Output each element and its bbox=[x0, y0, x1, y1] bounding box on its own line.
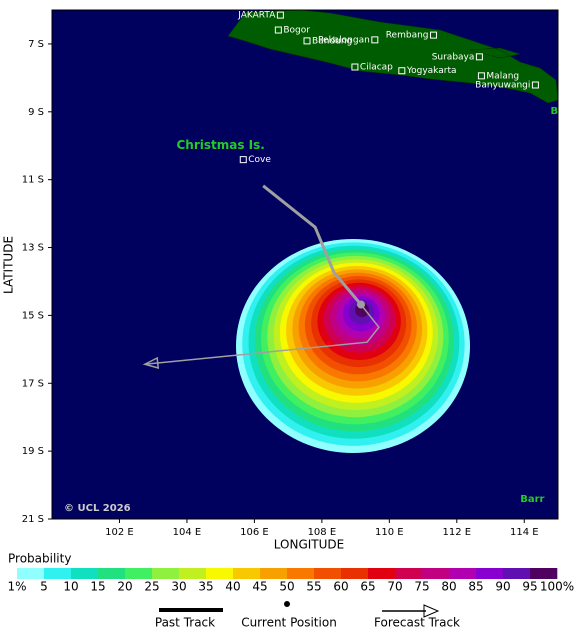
java bbox=[227, 10, 558, 104]
place-marker bbox=[239, 156, 247, 164]
y-tick-label: 19 S bbox=[22, 446, 44, 457]
past-track-label: Past Track bbox=[155, 616, 215, 630]
place-label: Surabaya bbox=[432, 52, 475, 62]
legend-swatch bbox=[125, 568, 153, 579]
legend-swatch bbox=[341, 568, 369, 579]
legend-label: 70 bbox=[387, 580, 402, 594]
legend-label: 1% bbox=[7, 580, 26, 594]
y-axis-label: LATITUDE bbox=[2, 236, 16, 294]
place-label: JAKARTA bbox=[237, 11, 276, 21]
x-tick-label: 112 E bbox=[443, 527, 472, 538]
place-label: Cilacap bbox=[360, 63, 393, 73]
place-label: Pekalongan bbox=[318, 35, 370, 45]
past-track bbox=[262, 184, 363, 306]
place-marker bbox=[274, 26, 282, 34]
place-marker bbox=[430, 31, 438, 39]
legend-swatch bbox=[476, 568, 504, 579]
legend-label: 65 bbox=[360, 580, 375, 594]
current-position-key bbox=[284, 601, 290, 607]
place-marker bbox=[276, 11, 284, 19]
forecast-arrowhead bbox=[142, 356, 160, 369]
legend-label: 75 bbox=[414, 580, 429, 594]
place-marker bbox=[475, 53, 483, 61]
place-marker bbox=[398, 67, 406, 75]
legend-label: 50 bbox=[279, 580, 294, 594]
region-label: Barr bbox=[520, 494, 544, 505]
y-tick-label: 15 S bbox=[22, 310, 44, 321]
y-tick-label: 17 S bbox=[22, 378, 44, 389]
legend-swatch bbox=[71, 568, 99, 579]
place-label: Bogor bbox=[283, 26, 310, 36]
legend-label: 10 bbox=[63, 580, 78, 594]
x-tick-label: 114 E bbox=[510, 527, 539, 538]
place-label: Yogyakarta bbox=[406, 66, 457, 76]
legend-label: 30 bbox=[171, 580, 186, 594]
map-frame bbox=[51, 9, 559, 520]
legend-swatch bbox=[422, 568, 450, 579]
y-tick-label: 9 S bbox=[28, 107, 44, 118]
legend-label: 60 bbox=[333, 580, 348, 594]
current-position bbox=[356, 300, 365, 309]
legend-swatch bbox=[44, 568, 72, 579]
place-marker bbox=[477, 72, 485, 80]
legend-swatch bbox=[287, 568, 315, 579]
x-axis-label: LONGITUDE bbox=[274, 538, 344, 552]
legend-label: 5 bbox=[40, 580, 48, 594]
legend-swatch bbox=[530, 568, 558, 579]
y-tick-label: 11 S bbox=[22, 175, 44, 186]
legend-label: 35 bbox=[198, 580, 213, 594]
place-label: Banyuwangi bbox=[475, 80, 530, 90]
land bbox=[227, 10, 558, 104]
legend-swatch bbox=[98, 568, 126, 579]
legend-label: 25 bbox=[144, 580, 159, 594]
forecast-track bbox=[144, 304, 380, 366]
place-label: Malang bbox=[486, 71, 519, 81]
legend-swatch bbox=[314, 568, 342, 579]
legend-label: 90 bbox=[495, 580, 510, 594]
place-marker bbox=[303, 37, 311, 45]
region-label: Christmas Is. bbox=[176, 138, 264, 152]
place-label: Rembang bbox=[386, 31, 429, 41]
legend-swatch bbox=[206, 568, 234, 579]
legend-swatch bbox=[17, 568, 45, 579]
place-marker bbox=[371, 36, 379, 44]
x-tick-label: 108 E bbox=[308, 527, 337, 538]
legend-title: Probability bbox=[8, 552, 71, 566]
x-tick-label: 104 E bbox=[173, 527, 202, 538]
legend-label: 15 bbox=[90, 580, 105, 594]
x-tick-label: 110 E bbox=[375, 527, 404, 538]
region-label: B bbox=[550, 106, 558, 117]
copyright: © UCL 2026 bbox=[64, 503, 131, 514]
legend-swatch bbox=[260, 568, 288, 579]
legend-swatch bbox=[179, 568, 207, 579]
legend-swatch bbox=[233, 568, 261, 579]
place-label: Bandung bbox=[312, 36, 352, 46]
x-tick-label: 106 E bbox=[240, 527, 269, 538]
probability-field bbox=[236, 239, 470, 453]
legend-label: 20 bbox=[117, 580, 132, 594]
place-label: Cove bbox=[248, 155, 271, 165]
legend-label: 80 bbox=[441, 580, 456, 594]
place-marker bbox=[531, 81, 539, 89]
legend-label: 100% bbox=[540, 580, 574, 594]
legend-swatch bbox=[368, 568, 396, 579]
y-tick-label: 13 S bbox=[22, 243, 44, 254]
y-tick-label: 7 S bbox=[28, 39, 44, 50]
current-position-label: Current Position bbox=[241, 616, 337, 630]
x-tick-label: 102 E bbox=[105, 527, 134, 538]
legend-label: 55 bbox=[306, 580, 321, 594]
forecast-arrow-key bbox=[423, 604, 440, 618]
legend-swatch bbox=[152, 568, 180, 579]
place-marker bbox=[351, 63, 359, 71]
forecast-track-label: Forecast Track bbox=[374, 616, 460, 630]
legend-swatch bbox=[503, 568, 531, 579]
legend-label: 85 bbox=[468, 580, 483, 594]
legend-swatch bbox=[395, 568, 423, 579]
legend-label: 95 bbox=[522, 580, 537, 594]
legend-label: 40 bbox=[225, 580, 240, 594]
y-tick-label: 21 S bbox=[22, 514, 44, 525]
legend-swatch bbox=[449, 568, 477, 579]
legend-label: 45 bbox=[252, 580, 267, 594]
